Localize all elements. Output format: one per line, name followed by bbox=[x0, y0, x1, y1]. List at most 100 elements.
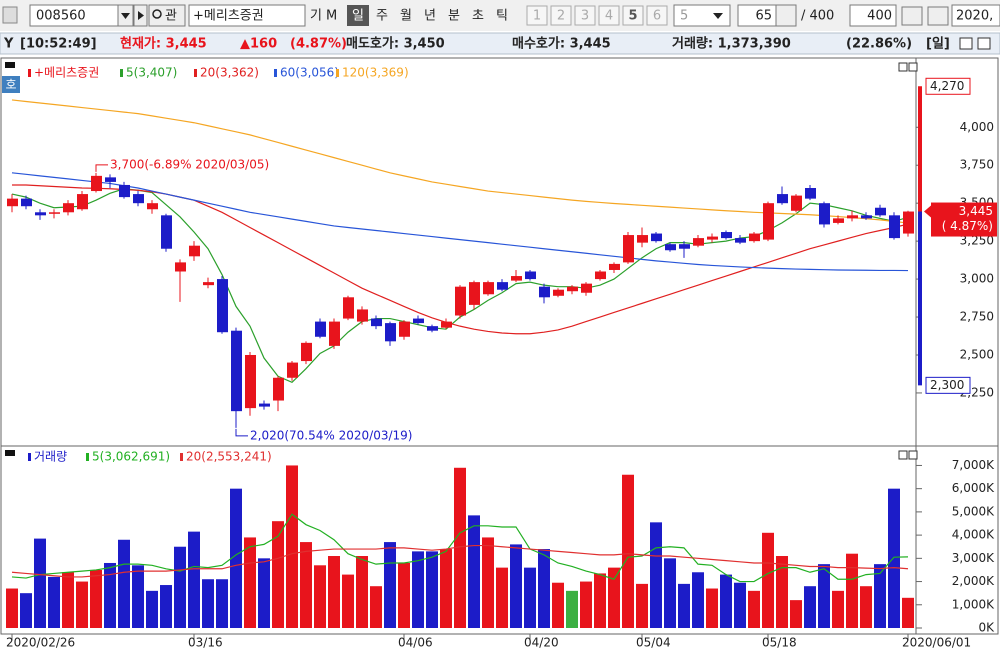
legend-entry: 120(3,369) bbox=[342, 66, 409, 80]
candle-body bbox=[581, 283, 592, 293]
panel-button[interactable] bbox=[898, 450, 908, 460]
preset-button: 5 bbox=[628, 9, 637, 24]
candle-body bbox=[105, 177, 116, 182]
status-time: [10:52:49] bbox=[20, 37, 97, 52]
panel-button[interactable] bbox=[908, 450, 918, 460]
volume-bar bbox=[328, 556, 340, 628]
volume-bar bbox=[594, 573, 606, 628]
volume-bar bbox=[370, 586, 382, 628]
chart-frame bbox=[0, 57, 999, 635]
volume-bar bbox=[748, 590, 760, 628]
total-text: / 400 bbox=[801, 9, 834, 24]
volume-bar bbox=[818, 564, 830, 628]
volume-bar bbox=[664, 558, 676, 628]
candle-body bbox=[833, 218, 844, 223]
panel-button[interactable] bbox=[898, 62, 908, 72]
status-change: ▲160 bbox=[240, 37, 277, 52]
total-input[interactable] bbox=[849, 4, 897, 27]
candle-body bbox=[161, 215, 172, 249]
candle-body bbox=[273, 377, 284, 401]
toolbar-button[interactable]: 기 bbox=[310, 9, 322, 24]
period-button[interactable]: 주 bbox=[376, 9, 388, 24]
candle-body bbox=[623, 235, 634, 263]
preset-button-bg[interactable] bbox=[550, 5, 572, 26]
volume-bar bbox=[678, 583, 690, 628]
candle-body bbox=[525, 271, 536, 280]
moving-average-line bbox=[11, 172, 909, 272]
name-box[interactable] bbox=[188, 4, 306, 27]
status-bid: 매수호가: 3,445 bbox=[512, 37, 611, 52]
upper-limit-label: 4,270 bbox=[930, 79, 964, 93]
legend-swatch bbox=[180, 453, 183, 461]
x-tick-label: 05/04 bbox=[636, 636, 671, 650]
candle-body bbox=[679, 244, 690, 249]
next-arrow bbox=[138, 11, 144, 20]
volume-bar bbox=[146, 590, 158, 628]
preset-button-bg[interactable] bbox=[598, 5, 620, 26]
volume-bar bbox=[90, 569, 102, 628]
candle-body bbox=[595, 271, 606, 280]
window-button[interactable] bbox=[977, 37, 991, 50]
preset-button-bg[interactable] bbox=[646, 5, 668, 26]
candle-body bbox=[301, 342, 312, 362]
candle-body bbox=[553, 289, 564, 296]
period-button[interactable]: 월 bbox=[400, 9, 412, 24]
export-button[interactable] bbox=[901, 6, 923, 26]
x-tick-label: 2020/06/01 bbox=[902, 636, 971, 650]
preset-button-bg[interactable] bbox=[574, 5, 596, 26]
preset-button: 4 bbox=[605, 9, 613, 24]
volume-bar bbox=[398, 562, 410, 628]
preset-button: 1 bbox=[533, 9, 541, 24]
order-badge[interactable] bbox=[2, 76, 20, 93]
period-button[interactable]: 틱 bbox=[496, 9, 508, 24]
candle-body bbox=[175, 262, 186, 272]
calendar-button[interactable] bbox=[927, 6, 949, 26]
legend-entry: 5(3,407) bbox=[126, 66, 177, 80]
volume-bar bbox=[104, 562, 116, 628]
candle-body bbox=[49, 212, 60, 214]
period-button[interactable]: 일 bbox=[352, 9, 364, 24]
count-spinner[interactable] bbox=[775, 4, 797, 27]
annotation-leader bbox=[235, 428, 248, 437]
x-tick-label: 04/20 bbox=[524, 636, 559, 650]
period-button[interactable]: 년 bbox=[424, 9, 436, 24]
candle-body bbox=[455, 286, 466, 316]
candle-body bbox=[497, 282, 508, 290]
search-icon bbox=[152, 9, 162, 19]
annotation: 2,020(70.54% 2020/03/19) bbox=[250, 428, 412, 442]
preset-select[interactable] bbox=[673, 4, 731, 27]
candle-body bbox=[483, 282, 494, 295]
panel-button[interactable] bbox=[908, 62, 918, 72]
volume-bar bbox=[496, 567, 508, 628]
period-button[interactable]: 분 bbox=[448, 9, 460, 24]
status-volume: 거래량: 1,373,390 bbox=[672, 37, 791, 52]
candle-body bbox=[119, 184, 130, 198]
toolbar-icon[interactable] bbox=[2, 6, 18, 24]
preset-button-bg[interactable] bbox=[526, 5, 548, 26]
name-text: +메리츠증권 bbox=[193, 9, 264, 24]
candle-body bbox=[665, 244, 676, 251]
preset-button: 3 bbox=[581, 9, 589, 24]
candle-body bbox=[357, 309, 368, 322]
annotation-leader bbox=[95, 164, 108, 172]
panel-icon bbox=[5, 62, 15, 68]
volume-bar bbox=[874, 564, 886, 628]
moving-average-line bbox=[11, 513, 909, 583]
candle-body bbox=[749, 233, 760, 242]
toolbar-button[interactable]: M bbox=[326, 9, 337, 24]
volume-bar bbox=[258, 558, 270, 628]
preset-button-bg[interactable] bbox=[622, 5, 644, 26]
volume-bar bbox=[888, 488, 900, 628]
legend-swatch bbox=[86, 453, 89, 461]
volume-bar bbox=[342, 574, 354, 628]
period-button[interactable]: 초 bbox=[472, 9, 484, 24]
legend-entry: 60(3,056) bbox=[280, 66, 339, 80]
volume-bar bbox=[6, 588, 18, 628]
window-button[interactable] bbox=[959, 37, 973, 50]
volume-bar bbox=[650, 522, 662, 628]
period-selected-bg bbox=[347, 5, 369, 26]
date-input[interactable] bbox=[951, 4, 1000, 27]
candle-body bbox=[245, 354, 256, 409]
candle-body bbox=[805, 188, 816, 199]
